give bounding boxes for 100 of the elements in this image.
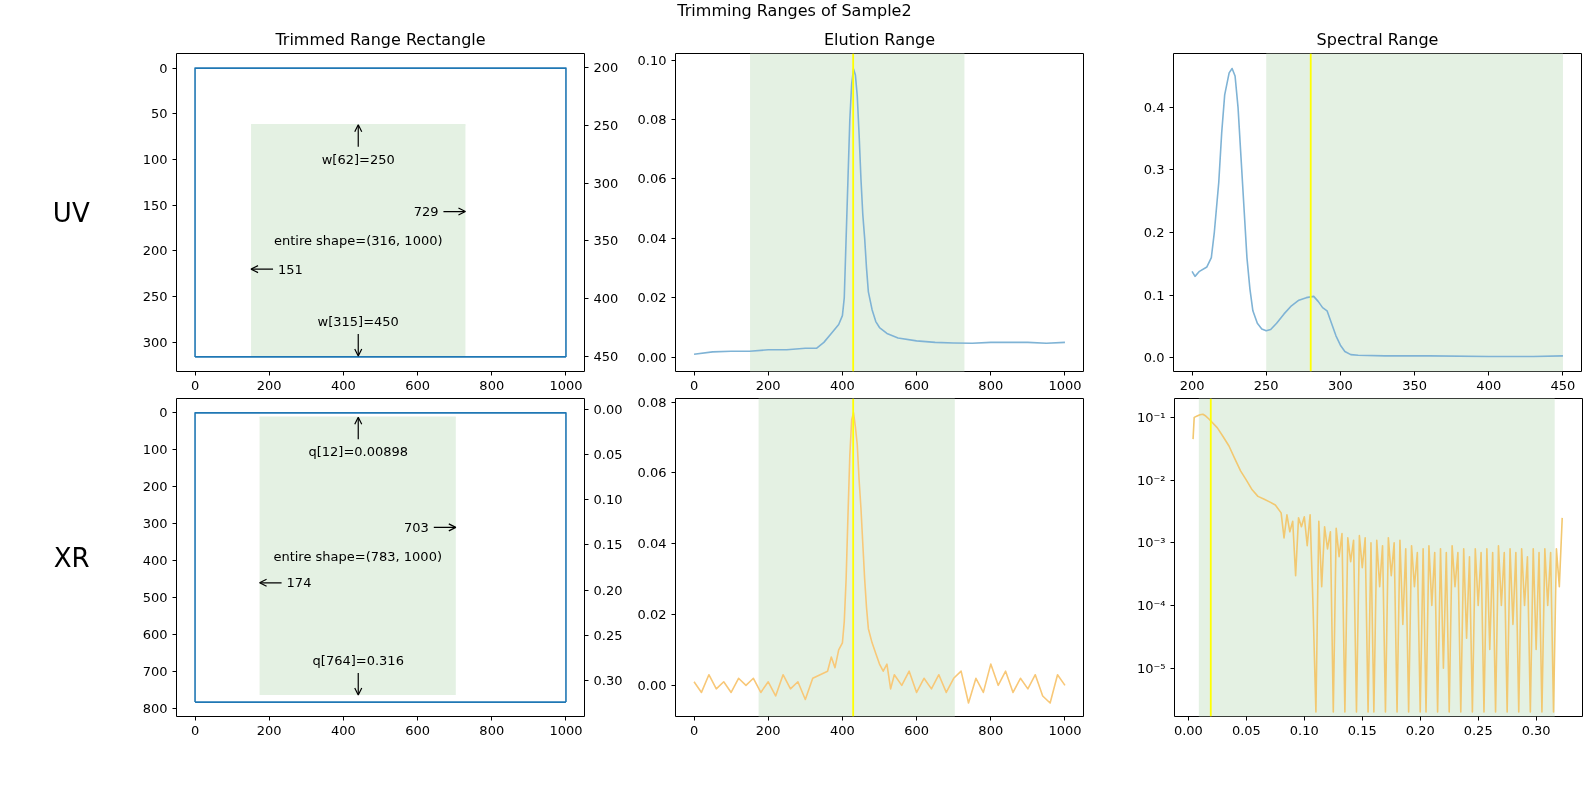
y-tick-label: 0.10 — [637, 52, 667, 68]
x-tick-label: 1000 — [549, 377, 583, 393]
y2-tick-label: 300 — [593, 175, 619, 191]
y-tick-label: 10⁻³ — [1136, 535, 1166, 551]
x-tick-label: 250 — [1253, 377, 1279, 393]
x-tick-label: 0.30 — [1521, 722, 1551, 738]
x-tick-label: 0.20 — [1405, 722, 1435, 738]
y2-tick-label: 0.20 — [593, 582, 623, 598]
y2-tick-label: 0.05 — [593, 447, 623, 463]
y-tick-label: 0.4 — [1143, 99, 1165, 115]
y-tick-label: 10⁻⁵ — [1136, 660, 1166, 676]
x-tick-label: 200 — [755, 722, 781, 738]
x-tick-label: 0.05 — [1231, 722, 1261, 738]
annotation: 703 — [403, 519, 429, 535]
x-tick-label: 1000 — [1048, 722, 1082, 738]
y-tick-label: 300 — [142, 516, 168, 532]
y-tick-label: 50 — [150, 106, 168, 122]
y-tick-label: 300 — [142, 334, 168, 350]
y-tick-label: 150 — [142, 197, 168, 213]
y-tick-label: 250 — [142, 289, 168, 305]
x-tick-label: 600 — [405, 377, 431, 393]
y-tick-label: 0.08 — [637, 111, 667, 127]
y-tick-label: 0.04 — [637, 230, 667, 246]
x-tick-label: 1000 — [1048, 377, 1082, 393]
x-tick-label: 600 — [904, 377, 930, 393]
x-tick-label: 200 — [256, 722, 282, 738]
x-tick-label: 0.15 — [1347, 722, 1377, 738]
y-tick-label: 200 — [142, 479, 168, 495]
chart-title: Trimmed Range Rectangle — [274, 29, 486, 49]
y-tick-label: 0.00 — [637, 677, 667, 693]
x-tick-label: 1000 — [549, 722, 583, 738]
annotation: w[62]=250 — [321, 151, 395, 167]
y2-tick-label: 200 — [593, 59, 619, 75]
x-tick-label: 800 — [479, 722, 505, 738]
y-axis-title: XR — [53, 542, 90, 573]
y-tick-label: 100 — [142, 442, 168, 458]
y2-tick-label: 0.30 — [593, 672, 623, 688]
annotation: 151 — [278, 261, 303, 277]
y-tick-label: 0.02 — [637, 290, 667, 306]
x-tick-label: 400 — [830, 377, 855, 393]
x-tick-label: 600 — [405, 722, 431, 738]
y-tick-label: 400 — [142, 553, 168, 569]
y-tick-label: 10⁻² — [1136, 472, 1166, 488]
y-tick-label: 0 — [159, 60, 168, 76]
y-tick-label: 100 — [142, 152, 168, 167]
x-tick-label: 0.00 — [1173, 722, 1203, 738]
annotation: entire shape=(316, 1000) — [273, 232, 443, 248]
x-tick-label: 200 — [755, 377, 781, 393]
y2-tick-label: 250 — [593, 117, 619, 133]
x-tick-label: 400 — [1476, 377, 1502, 393]
y-tick-label: 0.04 — [637, 536, 667, 552]
x-tick-label: 450 — [1550, 377, 1576, 393]
annotation: q[764]=0.316 — [312, 653, 404, 669]
y2-tick-label: 400 — [593, 291, 619, 307]
y2-tick-label: 350 — [593, 233, 619, 249]
annotation: 174 — [286, 575, 312, 591]
x-tick-label: 0 — [689, 377, 699, 393]
y-tick-label: 0.06 — [637, 171, 667, 187]
y-tick-label: 0.3 — [1143, 162, 1165, 178]
y-tick-label: 0.08 — [637, 394, 667, 410]
x-tick-label: 350 — [1402, 377, 1428, 393]
y-tick-label: 0.2 — [1143, 225, 1165, 241]
y2-tick-label: 0.00 — [593, 401, 623, 417]
chart-title: Spectral Range — [1316, 29, 1439, 49]
y2-tick-label: 450 — [593, 348, 619, 364]
y-tick-label: 10⁻¹ — [1136, 409, 1166, 425]
x-tick-label: 400 — [830, 722, 855, 738]
y-tick-label: 0.00 — [637, 349, 667, 365]
annotation: 729 — [413, 204, 439, 220]
x-tick-label: 800 — [978, 722, 1004, 738]
y2-tick-label: 0.25 — [593, 627, 623, 643]
annotation: w[315]=450 — [317, 313, 399, 329]
y-tick-label: 0.1 — [1143, 287, 1165, 303]
x-tick-label: 800 — [978, 377, 1004, 393]
x-tick-label: 300 — [1328, 377, 1353, 393]
y2-tick-label: 0.10 — [593, 492, 623, 508]
y-tick-label: 0.02 — [637, 607, 667, 623]
x-tick-label: 0 — [190, 377, 200, 393]
x-tick-label: 400 — [331, 722, 356, 738]
x-tick-label: 200 — [256, 377, 282, 393]
y-tick-label: 0 — [159, 405, 168, 421]
x-tick-label: 400 — [331, 377, 356, 393]
annotation: q[12]=0.00898 — [308, 444, 409, 460]
y-tick-label: 10⁻⁴ — [1136, 598, 1166, 614]
y-tick-label: 500 — [142, 590, 168, 606]
y-tick-label: 0.0 — [1143, 350, 1165, 366]
chart-title: Elution Range — [823, 29, 936, 49]
y-tick-label: 700 — [142, 663, 168, 679]
annotation: entire shape=(783, 1000) — [273, 548, 442, 564]
x-tick-label: 800 — [479, 377, 505, 393]
x-tick-label: 200 — [1179, 377, 1205, 393]
x-tick-label: 0.25 — [1463, 722, 1493, 738]
y2-tick-label: 0.15 — [593, 537, 623, 553]
x-tick-label: 0 — [190, 722, 200, 738]
y-tick-label: 600 — [142, 627, 168, 643]
x-tick-label: 600 — [904, 722, 930, 738]
x-tick-label: 0.10 — [1289, 722, 1319, 738]
y-tick-label: 0.06 — [637, 465, 667, 481]
text: Trimming Ranges of Sample2 — [677, 0, 912, 22]
y-tick-label: 800 — [142, 700, 168, 716]
